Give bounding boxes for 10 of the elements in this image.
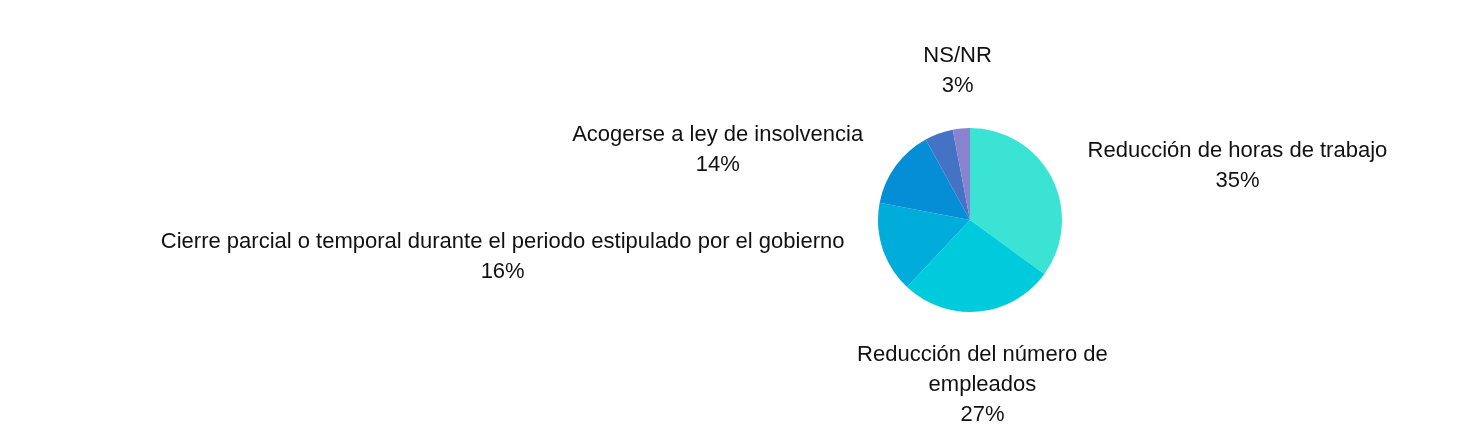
data-label: 27% bbox=[960, 400, 1005, 426]
data-label: 3% bbox=[941, 71, 974, 97]
slice-label: Cierre parcial o temporal durante el periodo estipulado por el gobierno bbox=[160, 228, 845, 254]
slice-label: Reducción del número de empleados bbox=[857, 340, 1108, 396]
data-label: 35% bbox=[1215, 166, 1260, 192]
slice-label: NS/NR bbox=[923, 41, 992, 67]
slice-label: Reducción de horas de trabajo bbox=[1087, 136, 1388, 162]
data-label: 14% bbox=[695, 150, 740, 176]
slice-label: Acogerse a ley de insolvencia bbox=[572, 120, 864, 146]
data-label: 16% bbox=[480, 258, 525, 284]
